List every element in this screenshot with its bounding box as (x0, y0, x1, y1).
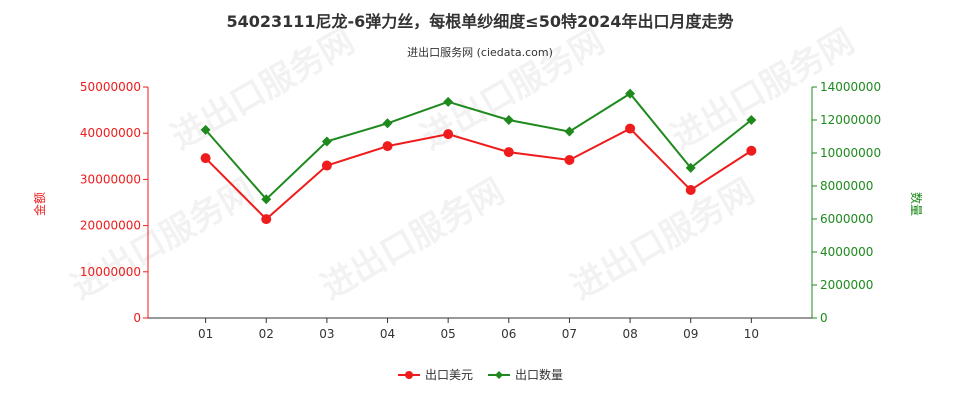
y-right-tick-label: 14000000 (820, 80, 881, 94)
watermark-text: 进出口服务网 (415, 21, 612, 158)
series-2-point (261, 194, 272, 205)
series-1-point (321, 160, 332, 171)
y-right-tick-label: 8000000 (820, 179, 873, 193)
legend: 出口美元 出口数量 (398, 367, 563, 382)
series-1-point (564, 154, 575, 165)
y-right-tick-label: 0 (820, 311, 828, 325)
series-2-point (746, 115, 757, 125)
y-right-tick-label: 6000000 (820, 212, 873, 226)
x-tick-label: 01 (198, 327, 213, 341)
series-layer (200, 88, 757, 225)
series-2-point (564, 126, 575, 137)
x-tick-label: 03 (319, 327, 334, 341)
series-2-point (625, 88, 636, 99)
x-tick-label: 08 (622, 327, 637, 341)
series-1-point (443, 129, 454, 140)
legend-label: 出口美元 (425, 368, 473, 382)
series-2-point (503, 115, 514, 125)
y-right-tick-label: 2000000 (820, 278, 873, 292)
legend-label: 出口数量 (515, 367, 563, 382)
y-left-tick-label: 50000000 (80, 80, 141, 94)
x-tick-label: 06 (501, 327, 516, 341)
legend-swatch-marker (405, 371, 413, 379)
series-2-point (382, 118, 393, 129)
y-left-tick-label: 10000000 (80, 265, 141, 279)
y-right-tick-label: 12000000 (820, 113, 881, 127)
series-1-point (200, 153, 211, 164)
series-2-point (443, 96, 454, 107)
series-2-point (321, 136, 332, 147)
series-line-1 (204, 127, 752, 221)
x-tick-label: 07 (562, 327, 577, 341)
x-tick-label: 02 (259, 327, 274, 341)
y-right-tick-label: 4000000 (820, 245, 873, 259)
watermark-text: 进出口服务网 (315, 171, 512, 308)
y-right-tick-label: 10000000 (820, 146, 881, 160)
series-2-point (685, 162, 696, 173)
chart-subtitle: 进出口服务网 (ciedata.com) (407, 46, 553, 59)
series-1-point (685, 185, 696, 196)
series-1-point (503, 147, 514, 158)
x-tick-label: 09 (683, 327, 698, 341)
legend-swatch-marker (495, 371, 503, 379)
y-left-axis-title: 金额 (32, 192, 47, 216)
watermark-text: 进出口服务网 (165, 21, 362, 158)
chart-title: 54023111尼龙-6弹力丝，每根单纱细度≤50特2024年出口月度走势 (226, 12, 734, 31)
series-1-point (261, 214, 272, 225)
y-left-tick-label: 40000000 (80, 126, 141, 140)
y-right-axis-title: 数量 (909, 192, 924, 216)
watermark-text: 进出口服务网 (65, 171, 262, 308)
series-1-point (625, 123, 636, 134)
axes: 0100000002000000030000000400000005000000… (32, 80, 924, 341)
series-line-2 (204, 92, 752, 201)
watermark-text: 进出口服务网 (565, 171, 762, 308)
series-2-point (200, 124, 211, 135)
x-tick-label: 10 (744, 327, 759, 341)
series-1-point (746, 145, 757, 156)
y-left-tick-label: 30000000 (80, 172, 141, 186)
y-left-tick-label: 20000000 (80, 219, 141, 233)
y-left-tick-label: 0 (133, 311, 141, 325)
x-tick-label: 04 (380, 327, 395, 341)
series-1-point (382, 141, 393, 152)
x-tick-label: 05 (441, 327, 456, 341)
